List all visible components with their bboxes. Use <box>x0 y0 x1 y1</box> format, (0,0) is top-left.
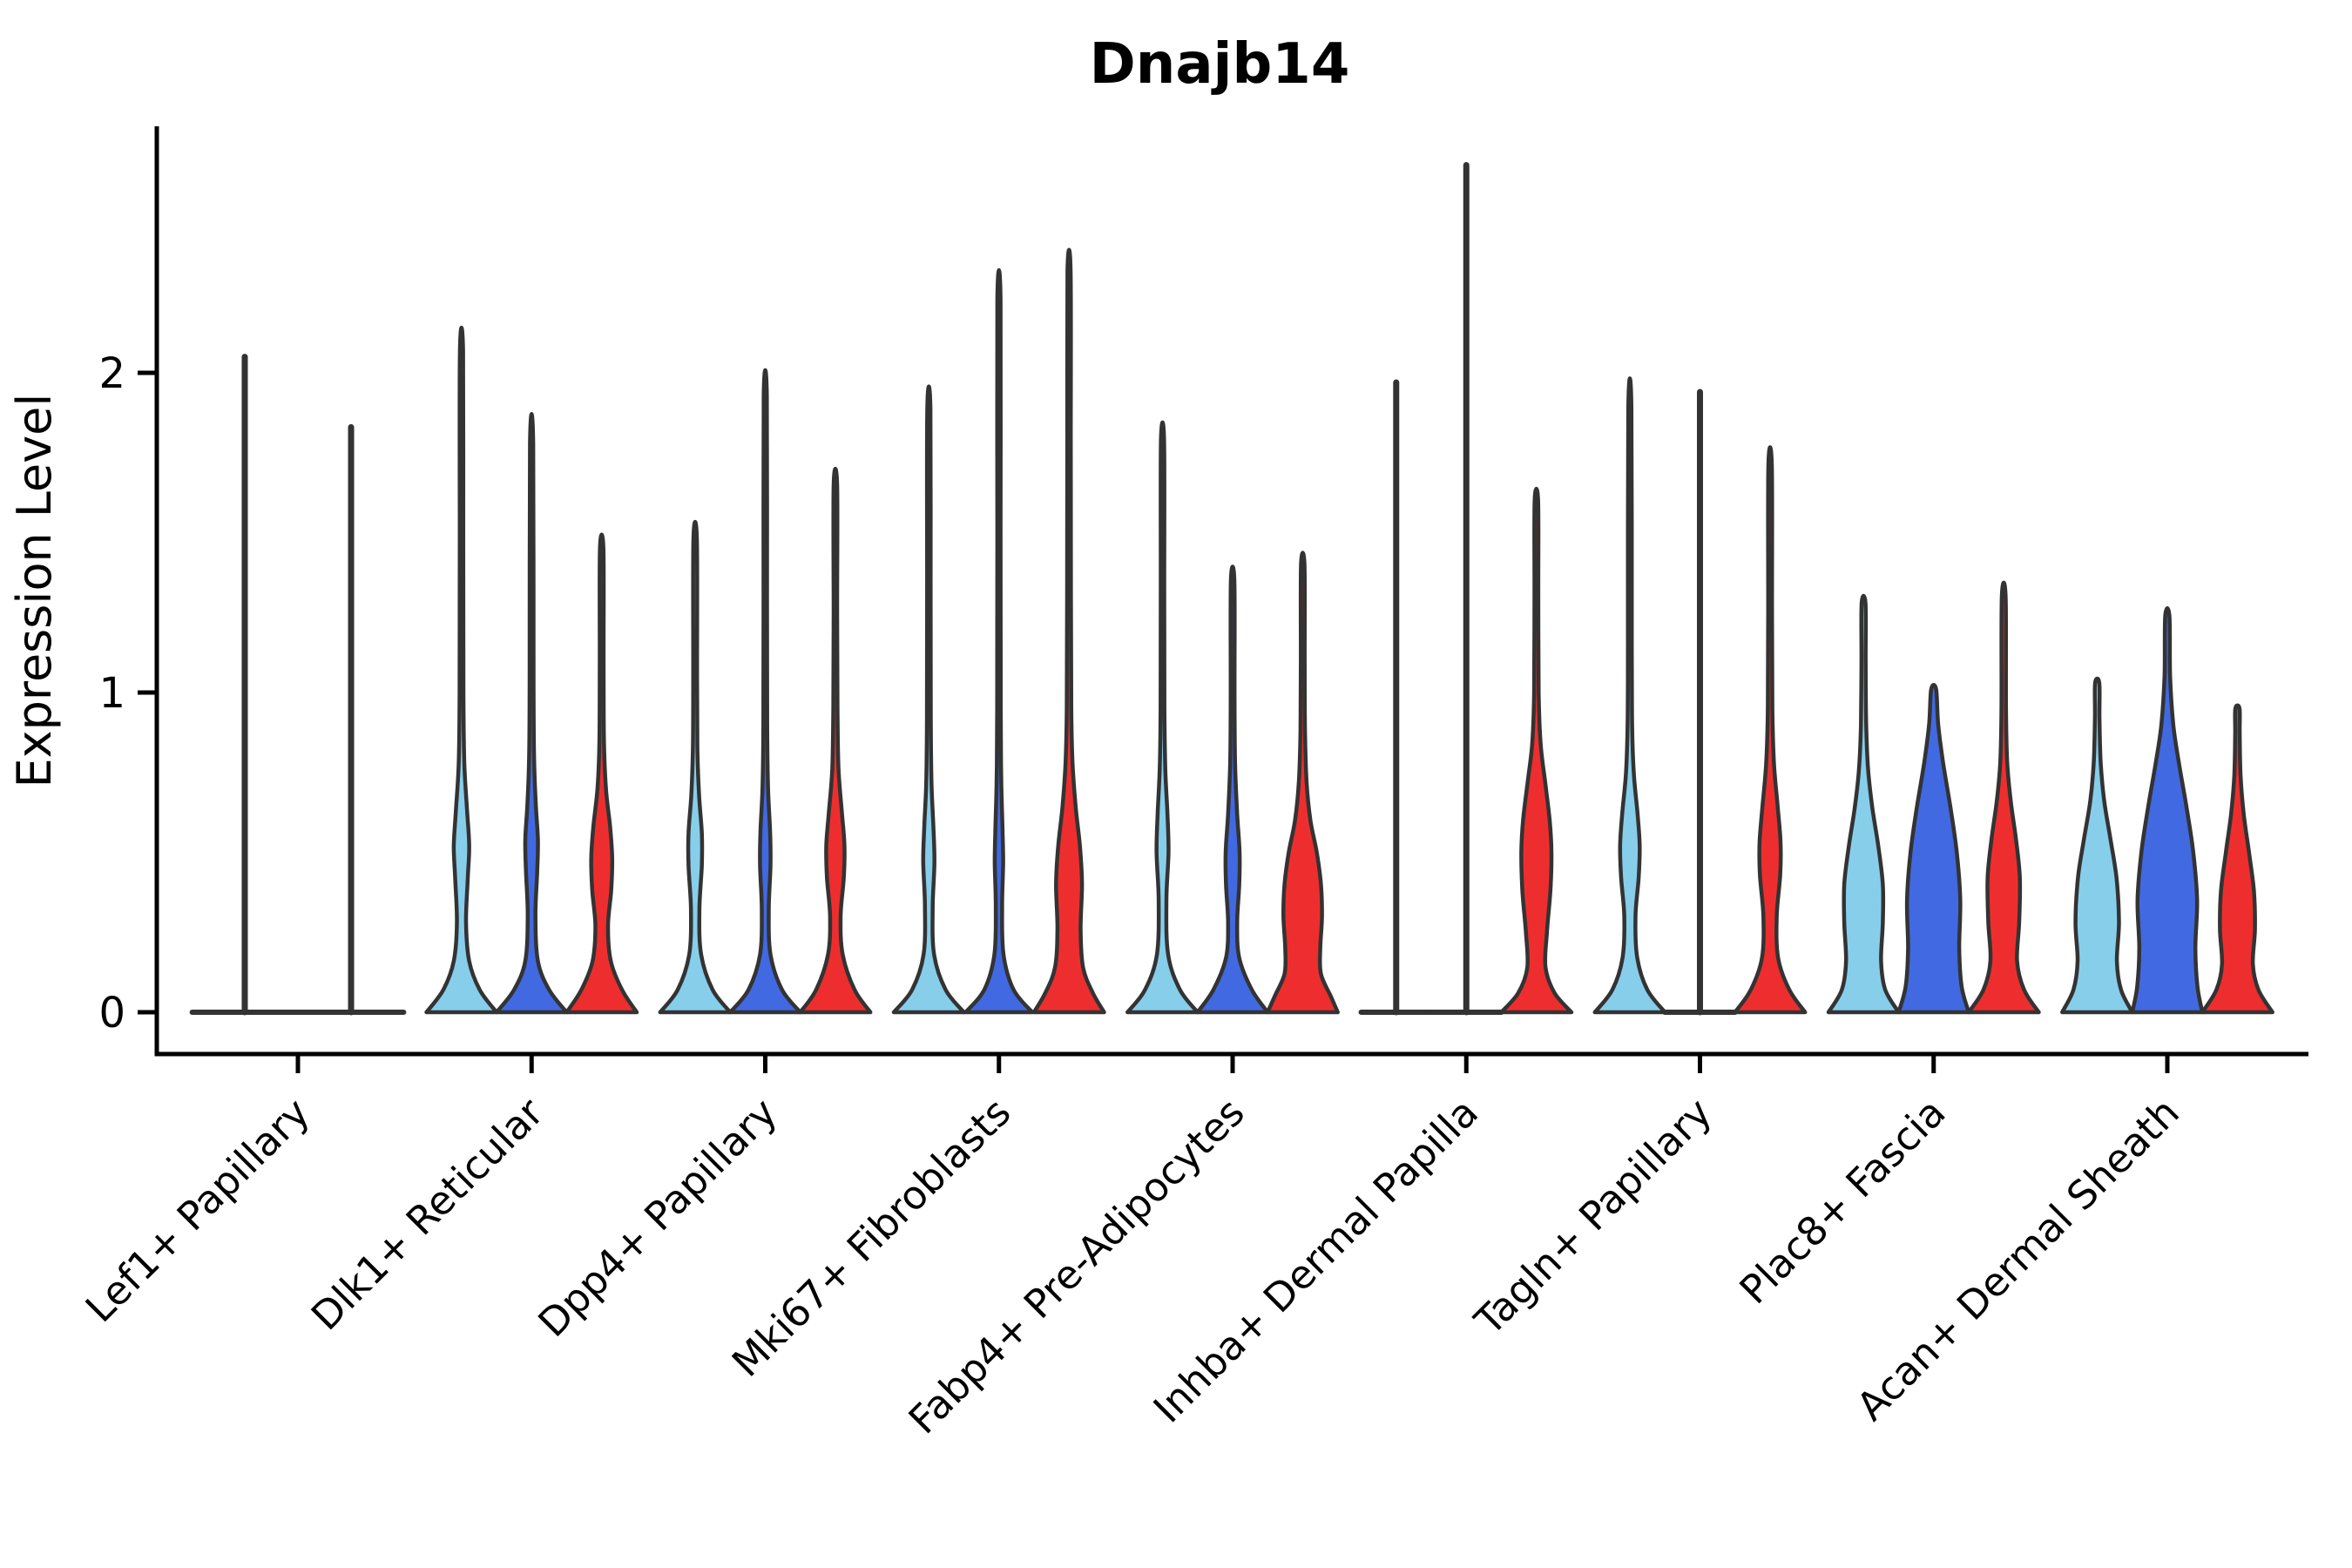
violin-acan-dermal-sheath-light-blue <box>2060 676 2135 1015</box>
violin-mki67-fibroblasts-red <box>1031 247 1106 1015</box>
y-tick-label: 2 <box>98 349 125 398</box>
y-tick-label: 1 <box>98 669 125 718</box>
violin-fabp4-pre-adipocytes-royal-blue <box>1195 564 1270 1015</box>
violin-acan-dermal-sheath-red <box>2200 703 2274 1015</box>
violin-plac8-fascia-red <box>1966 580 2041 1015</box>
violin-plac8-fascia-royal-blue <box>1896 683 1971 1015</box>
violin-tagln-papillary-red <box>1733 445 1808 1015</box>
violin-fabp4-pre-adipocytes-red <box>1265 551 1340 1015</box>
x-tick-label: Plac8+ Fascia <box>1731 1089 1955 1313</box>
violin-inhba-dermal-papilla-red <box>1499 486 1574 1015</box>
y-axis-title: Expression Level <box>7 394 62 788</box>
violin-mki67-fibroblasts-royal-blue <box>962 267 1035 1015</box>
violin-tagln-papillary-light-blue <box>1592 376 1667 1015</box>
violin-mki67-fibroblasts-light-blue <box>891 384 966 1015</box>
violin-dlk1-reticular-royal-blue <box>494 412 569 1015</box>
violin-dpp4-papillary-red <box>798 466 873 1015</box>
violin-dlk1-reticular-light-blue <box>424 326 499 1015</box>
violin-dpp4-papillary-royal-blue <box>728 368 802 1015</box>
violin-dpp4-papillary-light-blue <box>658 519 733 1015</box>
violin-dlk1-reticular-red <box>564 532 639 1015</box>
violin-plac8-fascia-light-blue <box>1826 593 1901 1015</box>
plot-title: Dnajb14 <box>1090 32 1350 97</box>
x-tick-label: Dpp4+ Papillary <box>529 1089 786 1346</box>
violin-acan-dermal-sheath-royal-blue <box>2130 605 2205 1015</box>
y-tick-label: 0 <box>98 989 125 1037</box>
violin-fabp4-pre-adipocytes-light-blue <box>1125 420 1200 1015</box>
x-tick-label: Tagln+ Papillary <box>1465 1089 1720 1344</box>
x-tick-label: Lef1+ Papillary <box>77 1089 319 1331</box>
x-tick-label: Dlk1+ Reticular <box>302 1089 552 1339</box>
